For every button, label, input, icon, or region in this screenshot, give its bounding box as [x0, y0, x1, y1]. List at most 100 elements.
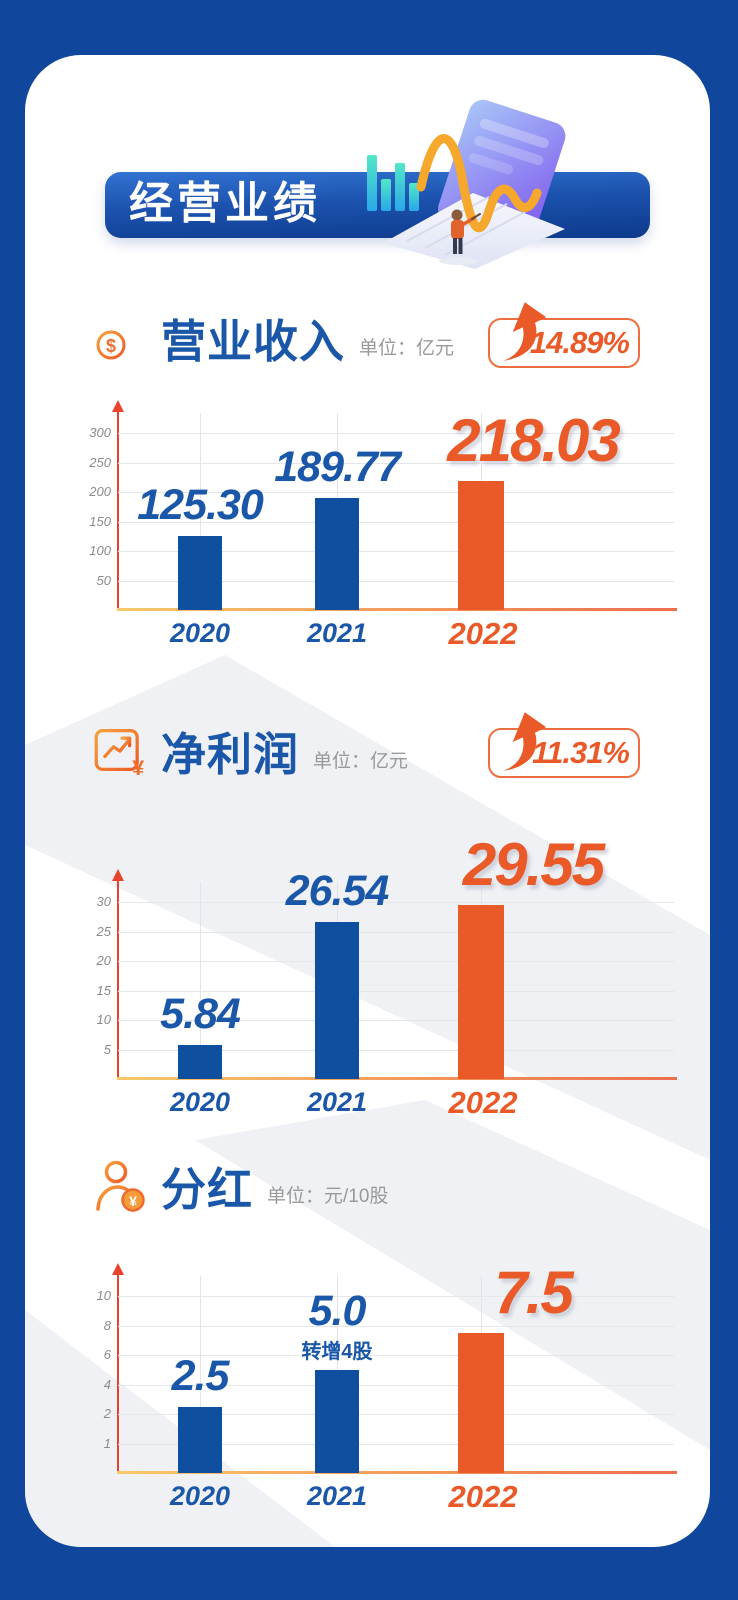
x-label-2021: 2021: [306, 618, 368, 648]
x-label-2022: 2022: [448, 1085, 518, 1120]
value-label-2022: 29.55: [462, 830, 605, 898]
x-label-2020: 2020: [169, 618, 231, 648]
y-tick-label: 300: [89, 425, 111, 440]
y-tick-label: 30: [96, 894, 111, 909]
svg-text:$: $: [106, 336, 116, 356]
revenue-bar-chart: 50 100 150 200 250 300 125.30 2020 189.77 2021 218…: [85, 395, 705, 665]
x-label-2022: 2022: [448, 1479, 518, 1514]
y-tick-label: 250: [89, 454, 111, 470]
page-title: 经营业绩: [129, 179, 321, 228]
bar-2021: [315, 1369, 359, 1473]
y-tick-label: 1: [103, 1435, 111, 1451]
x-axis: [117, 608, 677, 611]
x-label-2020: 2020: [169, 1087, 231, 1117]
h-gridline: [118, 1325, 674, 1327]
x-label-2021: 2021: [306, 1481, 368, 1511]
svg-text:¥: ¥: [132, 756, 144, 777]
y-tick-label: 4: [103, 1376, 111, 1392]
v-gridline: [200, 1276, 201, 1471]
value-label-2022: 218.03: [447, 407, 621, 475]
section-title: 分红: [161, 1164, 254, 1215]
h-gridline: [118, 551, 674, 552]
section-header-dividend: ¥ 分红 单位：元/10股: [93, 1158, 388, 1212]
v-gridline: [200, 882, 201, 1077]
section-header-revenue: $ 营业收入 单位：亿元: [93, 310, 454, 364]
up-arrow-icon: [503, 712, 547, 771]
h-gridline: [118, 492, 674, 493]
value-label-2021: 5.0: [308, 1286, 367, 1335]
y-tick-label: 20: [96, 953, 111, 968]
section-header-net-profit: ¥ 净利润 单位：亿元: [93, 723, 408, 777]
bar-2020: [178, 1044, 222, 1079]
value-label-2020: 2.5: [171, 1351, 230, 1400]
y-axis-arrow: [111, 400, 124, 412]
h-gridline: [118, 931, 674, 933]
x-label-2020: 2020: [169, 1481, 231, 1511]
h-gridline: [118, 580, 674, 582]
y-tick-label: 6: [103, 1347, 111, 1362]
h-gridline: [118, 433, 674, 434]
value-label-2021: 26.54: [285, 867, 390, 916]
shareholder-coin-icon: ¥: [96, 1160, 145, 1212]
y-tick-label: 25: [96, 923, 111, 939]
value-label-2020: 125.30: [137, 481, 264, 530]
y-tick-label: 8: [103, 1317, 111, 1333]
growth-badge-net-profit: 11.31%: [488, 712, 640, 778]
profit-chart-icon: ¥: [94, 729, 144, 777]
y-tick-label: 10: [96, 1012, 111, 1027]
content-card: 经营业绩: [25, 55, 710, 1547]
net-profit-bar-chart: 5 10 15 20 25 30 5.84 2020 26.54 2021 29.55 2022: [85, 831, 705, 1134]
bar-2022: [458, 1332, 504, 1473]
h-gridline: [118, 1049, 674, 1051]
h-gridline: [118, 961, 674, 962]
y-tick-label: 100: [89, 543, 111, 558]
y-tick-label: 200: [89, 484, 111, 499]
chart-bars-decoration: [367, 155, 419, 211]
h-gridline: [118, 1355, 674, 1356]
y-axis: [117, 411, 119, 610]
bar-2021: [315, 922, 359, 1079]
growth-percentage: 14.89%: [529, 325, 630, 360]
bar-2021: [315, 498, 359, 610]
laptop-keyboard: [383, 193, 565, 269]
growth-badge-revenue: 14.89%: [488, 302, 640, 368]
bar-2022: [458, 904, 504, 1079]
unit-label: 单位：元/10股: [267, 1186, 389, 1207]
presenter-person: [451, 209, 481, 254]
section-title: 净利润: [161, 729, 300, 780]
x-label-2022: 2022: [448, 616, 518, 651]
value-label-2021: 189.77: [274, 443, 401, 492]
y-tick-label: 10: [96, 1288, 111, 1303]
y-axis: [117, 880, 119, 1079]
bar-2020: [178, 1406, 222, 1473]
h-gridline: [118, 1384, 674, 1386]
unit-label: 单位：亿元: [359, 338, 455, 359]
h-gridline: [118, 521, 674, 523]
y-tick-label: 50: [96, 572, 111, 588]
bar-note: 转增4股: [301, 1340, 373, 1363]
y-axis-arrow: [111, 869, 124, 881]
h-gridline: [118, 1020, 674, 1021]
bar-2020: [178, 536, 222, 610]
x-axis: [117, 1077, 677, 1080]
h-gridline: [118, 1414, 674, 1415]
wave-line-decoration: [416, 134, 542, 233]
value-label-2020: 5.84: [160, 989, 241, 1038]
bar-2022: [458, 481, 504, 610]
v-gridline: [200, 413, 201, 608]
x-axis: [117, 1471, 677, 1474]
value-label-2022: 7.5: [494, 1258, 573, 1326]
h-gridline: [118, 462, 674, 464]
laptop-chart-illustration: [367, 99, 566, 269]
h-gridline: [118, 990, 674, 992]
unit-label: 单位：亿元: [313, 751, 409, 772]
section-title: 营业收入: [161, 316, 346, 367]
y-tick-label: 150: [89, 513, 111, 529]
svg-text:¥: ¥: [129, 1193, 137, 1209]
coin-stack-icon: $: [96, 315, 148, 360]
dividend-bar-chart: 1 2 4 6 8 10 2.5 2020 5.0 转增4股 2021 7.5 2022: [85, 1258, 705, 1528]
y-tick-label: 2: [103, 1406, 111, 1421]
y-axis-arrow: [111, 1263, 124, 1275]
y-tick-label: 5: [103, 1041, 111, 1057]
